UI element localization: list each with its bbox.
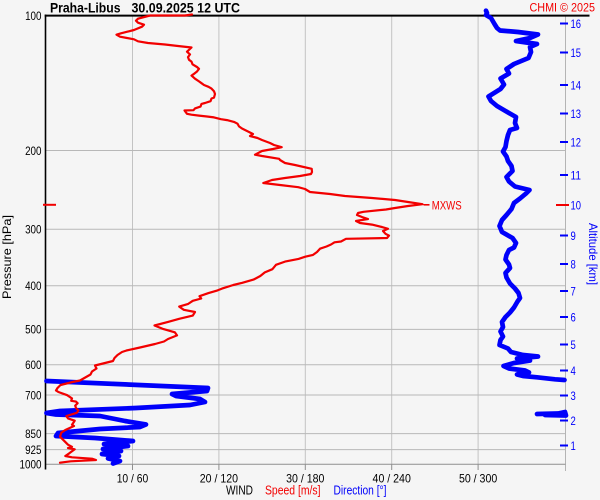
svg-text:850: 850 [25,427,42,441]
svg-text:Altitude [km]: Altitude [km] [586,223,600,285]
svg-text:50 / 300: 50 / 300 [459,472,498,486]
svg-text:6: 6 [571,310,577,324]
svg-text:3: 3 [571,389,577,403]
svg-text:10: 10 [571,198,582,212]
svg-text:Praha-Libus: Praha-Libus [50,0,121,15]
svg-text:1000: 1000 [20,458,42,472]
svg-text:7: 7 [571,284,577,298]
svg-text:2: 2 [571,414,577,428]
svg-text:WIND: WIND [226,483,253,497]
svg-text:4: 4 [571,364,577,378]
svg-text:400: 400 [25,279,42,293]
svg-text:100: 100 [25,9,42,23]
svg-text:MXWS: MXWS [432,201,462,213]
svg-text:925: 925 [25,443,42,457]
svg-text:Speed [m/s]: Speed [m/s] [265,483,321,497]
svg-text:600: 600 [25,358,42,372]
svg-text:500: 500 [25,323,42,337]
svg-text:Pressure [hPa]: Pressure [hPa] [0,215,14,299]
svg-text:700: 700 [25,388,42,402]
svg-text:200: 200 [25,144,42,158]
svg-text:CHMI © 2025: CHMI © 2025 [530,2,596,14]
svg-text:10 / 60: 10 / 60 [117,472,149,486]
svg-text:300: 300 [25,223,42,237]
svg-text:11: 11 [571,168,582,182]
svg-text:30 / 180: 30 / 180 [286,472,325,486]
svg-text:14: 14 [571,78,582,92]
svg-text:30.09.2025 12 UTC: 30.09.2025 12 UTC [132,0,241,15]
svg-text:8: 8 [571,257,577,271]
svg-text:9: 9 [571,229,577,243]
svg-text:40 / 240: 40 / 240 [373,472,412,486]
svg-text:Direction [°]: Direction [°] [334,483,387,497]
svg-text:16: 16 [571,17,582,31]
svg-text:1: 1 [571,439,577,453]
svg-text:12: 12 [571,135,582,149]
svg-text:20 / 120: 20 / 120 [200,472,239,486]
svg-text:13: 13 [571,107,582,121]
svg-text:15: 15 [571,46,582,60]
svg-text:5: 5 [571,338,577,352]
